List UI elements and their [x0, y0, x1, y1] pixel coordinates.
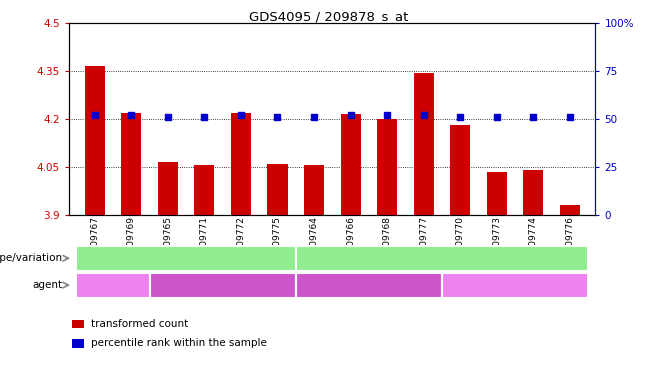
Bar: [487, 172, 507, 215]
Point: [492, 114, 502, 120]
Point: [455, 114, 465, 120]
Text: genotype/variation: genotype/variation: [0, 253, 63, 263]
Bar: [194, 166, 215, 215]
Text: percentile rank within the sample: percentile rank within the sample: [91, 338, 266, 348]
Point: [345, 112, 356, 118]
Text: transformed count: transformed count: [91, 319, 188, 329]
Point: [236, 112, 246, 118]
Text: untreated: untreated: [193, 279, 252, 291]
Point: [272, 114, 283, 120]
Text: agent: agent: [32, 280, 63, 290]
Bar: [121, 113, 141, 215]
Point: [528, 114, 539, 120]
Text: SRC1 knockdown: SRC1 knockdown: [136, 252, 236, 265]
Bar: [560, 205, 580, 215]
Point: [565, 114, 575, 120]
Bar: [523, 170, 544, 215]
Text: untreated: untreated: [486, 279, 544, 291]
Point: [199, 114, 210, 120]
Point: [382, 112, 392, 118]
Bar: [267, 164, 288, 215]
Bar: [414, 73, 434, 215]
Point: [418, 112, 429, 118]
Point: [89, 112, 100, 118]
Bar: [231, 113, 251, 215]
Text: tamoxifen: tamoxifen: [339, 279, 399, 291]
Bar: [85, 66, 105, 215]
Bar: [158, 162, 178, 215]
Text: control: control: [422, 252, 463, 265]
Point: [163, 114, 173, 120]
Point: [126, 112, 136, 118]
Point: [309, 114, 319, 120]
Bar: [450, 126, 470, 215]
Bar: [377, 119, 397, 215]
Text: tamoxifen: tamoxifen: [83, 279, 143, 291]
Bar: [304, 166, 324, 215]
Text: GDS4095 / 209878_s_at: GDS4095 / 209878_s_at: [249, 10, 409, 23]
Bar: [340, 114, 361, 215]
